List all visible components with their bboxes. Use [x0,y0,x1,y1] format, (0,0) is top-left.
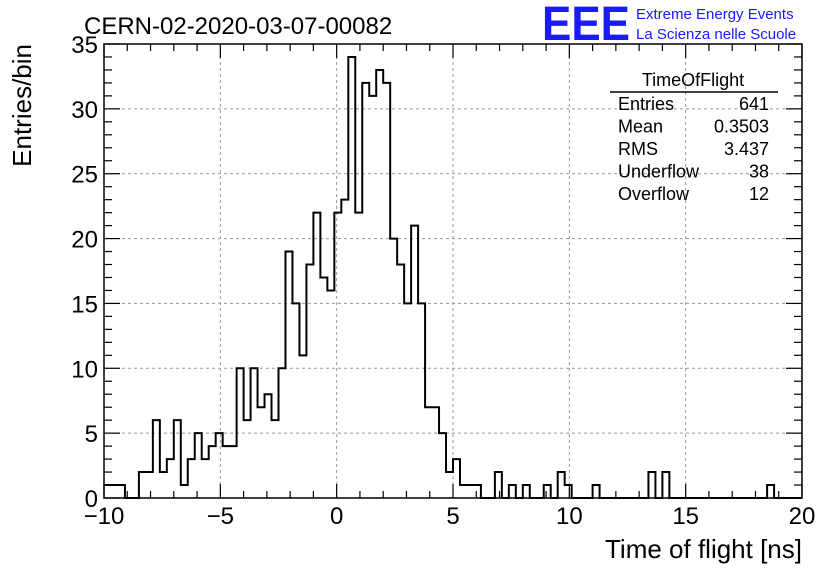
y-axis-label: Entries/bin [7,44,37,167]
stats-box-title: TimeOfFlight [642,70,744,90]
chart-title: CERN-02-2020-03-07-00082 [84,13,392,40]
x-tick-label: −10 [84,503,125,530]
logo-line-1: Extreme Energy Events [636,6,794,23]
stats-row-value: 38 [749,162,769,182]
x-tick-label: 0 [330,503,343,530]
x-tick-label: 20 [789,503,816,530]
stats-row-label: Overflow [618,184,690,204]
stats-row-label: Underflow [618,162,700,182]
stats-row-value: 0.3503 [714,117,769,137]
stats-row-label: Mean [618,117,663,137]
stats-row-value: 12 [749,184,769,204]
y-tick-label: 15 [71,291,98,318]
histogram-line [104,55,802,499]
y-tick-label: 30 [71,97,98,124]
y-tick-label: 10 [71,356,98,383]
y-tick-label: 25 [71,162,98,189]
x-tick-label: 15 [672,503,699,530]
stats-row-label: Entries [618,94,674,114]
stats-row-value: 3.437 [724,139,769,159]
stats-box: TimeOfFlight Entries 641 Mean 0.3503 RMS 3.43… [610,70,778,204]
logo-line-2: La Scienza nelle Scuole [636,26,796,43]
stats-row-label: RMS [618,139,658,159]
eee-logo: EEE [542,0,630,51]
axes: −10 −5 0 5 10 15 20 0 5 10 15 20 25 30 35 [71,32,815,530]
stats-row-value: 641 [739,94,769,114]
x-tick-label: −5 [207,503,234,530]
y-tick-label: 5 [85,421,98,448]
y-tick-label: 20 [71,227,98,254]
grid-lines [104,44,802,498]
x-axis-label: Time of flight [ns] [605,534,802,564]
y-tick-label: 0 [85,486,98,513]
x-tick-label: 5 [446,503,459,530]
x-tick-label: 10 [556,503,583,530]
y-tick-label: 35 [71,32,98,59]
